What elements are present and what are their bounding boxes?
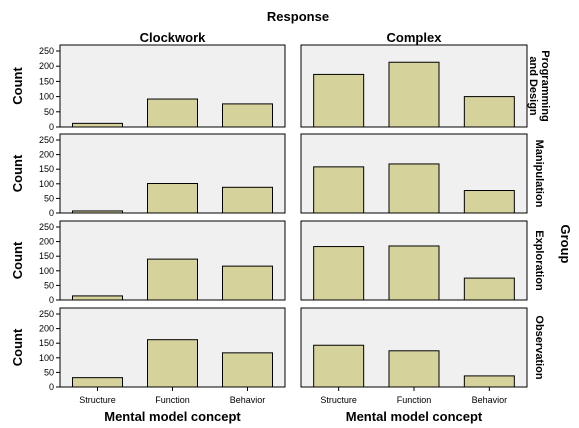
row-label-2-line-0: Exploration <box>533 230 545 291</box>
y-axis-label-1: Count <box>10 154 25 192</box>
bar-3-complex-structure <box>313 344 365 388</box>
bar-3-clockwork-function <box>147 339 198 388</box>
y-axis-label-2: Count <box>10 241 25 279</box>
y-axis-label-3: Count <box>10 328 25 366</box>
bar-2-clockwork-function <box>147 258 198 301</box>
bar-3-complex-behavior <box>463 375 515 388</box>
row-label-3-line-0: Observation <box>533 315 545 379</box>
bar-3-clockwork-structure <box>72 377 123 388</box>
row-label-0-line-1: and Design <box>527 56 539 116</box>
facet-row-axis-label: Group <box>558 225 573 264</box>
y-tick-label-0-250: 250 <box>39 46 54 56</box>
y-axis-label-0: Count <box>10 67 25 105</box>
x-tick-label-clockwork-function: Function <box>155 395 190 405</box>
bar-3-clockwork-behavior <box>222 352 273 388</box>
bar-2-clockwork-structure <box>72 295 123 301</box>
chart-title: Response <box>267 9 329 24</box>
x-tick-label-complex-behavior: Behavior <box>472 395 508 405</box>
bar-2-complex-function <box>388 245 440 301</box>
y-tick-label-0-50: 50 <box>44 107 54 117</box>
y-tick-label-2-200: 200 <box>39 237 54 247</box>
y-tick-label-1-250: 250 <box>39 135 54 145</box>
bar-2-complex-behavior <box>463 277 515 301</box>
bar-2-complex-structure <box>313 246 365 301</box>
y-tick-label-3-50: 50 <box>44 367 54 377</box>
bar-0-complex-function <box>388 61 440 128</box>
y-tick-label-2-50: 50 <box>44 280 54 290</box>
x-axis-label-clockwork: Mental model concept <box>104 409 241 424</box>
bar-1-clockwork-function <box>147 183 198 214</box>
y-tick-label-1-50: 50 <box>44 193 54 203</box>
column-header-complex: Complex <box>387 30 443 45</box>
bar-1-clockwork-behavior <box>222 186 273 214</box>
x-axis-label-complex: Mental model concept <box>346 409 483 424</box>
row-label-0-line-0: Programming <box>539 50 551 122</box>
y-tick-label-1-0: 0 <box>49 208 54 218</box>
y-tick-label-2-250: 250 <box>39 222 54 232</box>
x-tick-label-clockwork-behavior: Behavior <box>230 395 266 405</box>
bar-1-complex-structure <box>313 166 365 214</box>
y-tick-label-0-200: 200 <box>39 61 54 71</box>
facet-panels: Clockwork Complex 0 50 100 150 200 250 Count Prog… <box>10 30 551 424</box>
bar-0-complex-structure <box>313 73 365 128</box>
y-tick-label-2-0: 0 <box>49 295 54 305</box>
bar-0-clockwork-structure <box>72 122 123 128</box>
y-tick-label-3-150: 150 <box>39 338 54 348</box>
y-tick-label-1-150: 150 <box>39 164 54 174</box>
y-tick-label-1-100: 100 <box>39 179 54 189</box>
bar-1-complex-behavior <box>463 190 515 214</box>
bar-1-clockwork-structure <box>72 210 123 214</box>
y-tick-label-3-200: 200 <box>39 324 54 334</box>
y-tick-label-1-200: 200 <box>39 150 54 160</box>
y-tick-label-0-100: 100 <box>39 92 54 102</box>
x-tick-label-clockwork-structure: Structure <box>79 395 116 405</box>
row-label-1-line-0: Manipulation <box>533 140 545 208</box>
bar-3-complex-function <box>388 350 440 388</box>
bar-1-complex-function <box>388 163 440 214</box>
y-tick-label-0-150: 150 <box>39 76 54 86</box>
y-tick-label-2-150: 150 <box>39 251 54 261</box>
x-tick-label-complex-function: Function <box>397 395 432 405</box>
y-tick-label-0-0: 0 <box>49 122 54 132</box>
y-tick-label-3-100: 100 <box>39 353 54 363</box>
column-header-clockwork: Clockwork <box>140 30 207 45</box>
y-tick-label-3-250: 250 <box>39 309 54 319</box>
x-tick-label-complex-structure: Structure <box>320 395 357 405</box>
bar-0-complex-behavior <box>463 96 515 128</box>
bar-0-clockwork-function <box>147 98 198 128</box>
bar-2-clockwork-behavior <box>222 265 273 301</box>
y-tick-label-2-100: 100 <box>39 266 54 276</box>
bar-0-clockwork-behavior <box>222 103 273 128</box>
y-tick-label-3-0: 0 <box>49 382 54 392</box>
